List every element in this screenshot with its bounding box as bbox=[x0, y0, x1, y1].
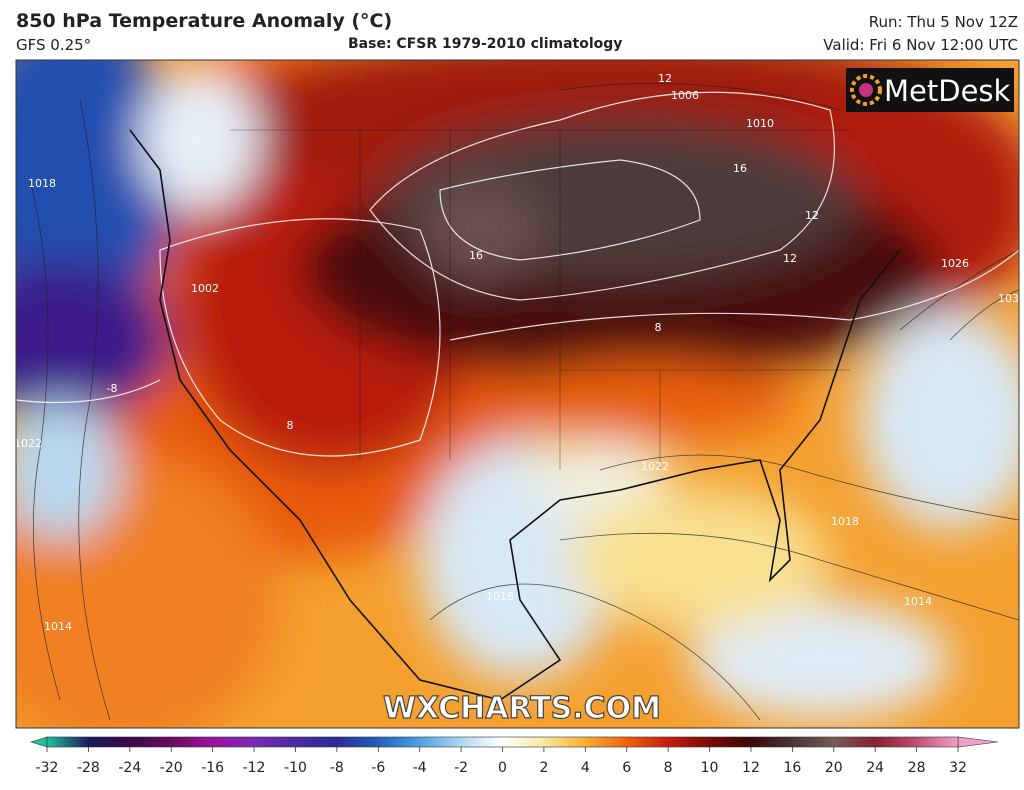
colorbar-tick-label: -28 bbox=[77, 760, 100, 776]
contour-label: 8 bbox=[287, 419, 294, 432]
colorbar-bar bbox=[46, 736, 959, 748]
colorbar-tick-label: -32 bbox=[36, 760, 59, 776]
contour-label: 12 bbox=[658, 72, 672, 85]
contour-label: 16 bbox=[733, 162, 747, 175]
contour-label: 1018 bbox=[831, 515, 859, 528]
colorbar-tick-label: 8 bbox=[664, 760, 673, 776]
colorbar-right-end bbox=[957, 736, 999, 748]
colorbar: -32 -28 -24 -20 -16 -12 -10 -8 -6 -4 -2 0 2 4 6 8 10 12 16… bbox=[29, 736, 999, 776]
colorbar-tick-label: 20 bbox=[825, 760, 843, 776]
watermark: WXCHARTS.COM bbox=[383, 691, 661, 726]
contour-label: 8 bbox=[655, 321, 662, 334]
anomaly-contours bbox=[16, 91, 1019, 457]
contour-label: 1026 bbox=[941, 257, 969, 270]
logo-text: MetDesk bbox=[884, 74, 1011, 108]
coastline bbox=[129, 129, 901, 701]
borders bbox=[230, 129, 850, 470]
colorbar-tick-label: -24 bbox=[118, 760, 141, 776]
contour-label: 16 bbox=[469, 249, 483, 262]
colorbar-left-end bbox=[29, 736, 48, 748]
colorbar-tick-label: 28 bbox=[908, 760, 926, 776]
contour-label: 1014 bbox=[44, 620, 72, 633]
colorbar-tick-label: 4 bbox=[581, 760, 590, 776]
colorbar-tick-label: -10 bbox=[284, 760, 307, 776]
run-label: Run: Thu 5 Nov 12Z bbox=[868, 13, 1018, 31]
map-frame bbox=[15, 59, 1020, 729]
colorbar-tick-label: 16 bbox=[783, 760, 801, 776]
colorbar-tick-label: -2 bbox=[454, 760, 468, 776]
contour-label: 1002 bbox=[191, 282, 219, 295]
colorbar-tick-label: 12 bbox=[742, 760, 760, 776]
colorbar-tick-label: -4 bbox=[413, 760, 427, 776]
colorbar-tick-label: 24 bbox=[866, 760, 884, 776]
contour-label: 1018 bbox=[28, 177, 56, 190]
colorbar-tick-label: 10 bbox=[701, 760, 719, 776]
contour-label: 1022 bbox=[14, 437, 42, 450]
contour-label: 1010 bbox=[746, 117, 774, 130]
colorbar-tick-label: -20 bbox=[160, 760, 183, 776]
contour-label: 1030 bbox=[998, 292, 1024, 305]
anomaly-field: 12 1006 1010 16 12 12 16 8 1026 1030 1018 1022 -8 8 10… bbox=[14, 60, 1024, 728]
contour-label: 12 bbox=[783, 252, 797, 265]
contour-label: 1022 bbox=[641, 460, 669, 473]
climatology-label: Base: CFSR 1979-2010 climatology bbox=[348, 36, 623, 52]
colorbar-tick-label: -6 bbox=[371, 760, 385, 776]
contour-label: 1014 bbox=[904, 595, 932, 608]
contour-label: 1006 bbox=[671, 89, 699, 102]
logo-mark bbox=[850, 74, 882, 106]
model-label: GFS 0.25° bbox=[16, 36, 92, 54]
colorbar-tick-label: -12 bbox=[243, 760, 266, 776]
colorbar-tick-label: -16 bbox=[201, 760, 224, 776]
colorbar-tick-label: 32 bbox=[949, 760, 967, 776]
colorbar-tick-label: 0 bbox=[498, 760, 507, 776]
contour-label: -8 bbox=[107, 382, 118, 395]
colorbar-tick-label: -8 bbox=[330, 760, 344, 776]
logo-box bbox=[846, 68, 1014, 112]
valid-label: Valid: Fri 6 Nov 12:00 UTC bbox=[823, 36, 1018, 54]
colorbar-tick-label: 6 bbox=[622, 760, 631, 776]
contour-label: 12 bbox=[805, 209, 819, 222]
map-title: 850 hPa Temperature Anomaly (°C) bbox=[16, 10, 393, 32]
isobars bbox=[29, 82, 1019, 721]
contour-label: 1018 bbox=[486, 590, 514, 603]
colorbar-tick-label: 2 bbox=[539, 760, 548, 776]
